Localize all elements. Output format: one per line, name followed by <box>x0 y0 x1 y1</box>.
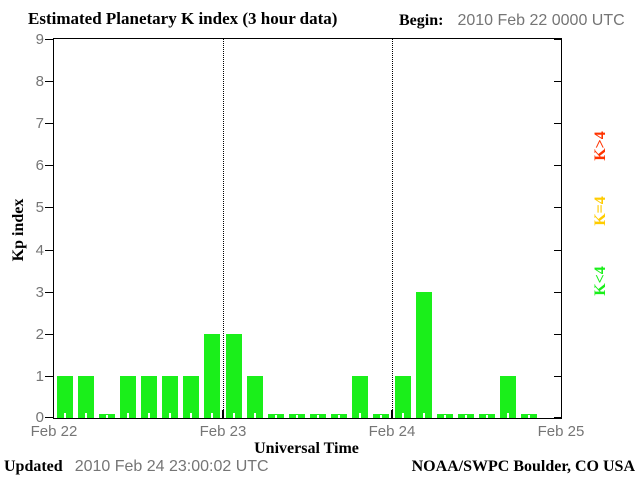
y-tick-left <box>45 165 53 166</box>
y-tick-left <box>45 123 53 124</box>
legend-k-eq-4: K=4 <box>592 196 609 226</box>
bar-center-tick <box>211 413 213 418</box>
bar-center-tick <box>64 413 66 418</box>
kp-bar <box>352 376 368 418</box>
kp-bar <box>437 414 453 418</box>
bar-center-tick <box>169 413 171 418</box>
bar-center-tick <box>148 413 150 418</box>
y-tick-left <box>45 81 53 82</box>
bar-center-tick <box>127 413 129 418</box>
kp-bar <box>99 414 115 418</box>
bar-center-tick <box>317 415 319 418</box>
kp-bar <box>289 414 305 418</box>
kp-bar <box>373 414 389 418</box>
y-tick-right <box>554 123 561 124</box>
bar-center-tick <box>423 413 425 418</box>
updated-value: 2010 Feb 24 23:00:02 UTC <box>74 458 269 475</box>
kp-bar <box>204 334 220 418</box>
kp-bar <box>78 376 94 418</box>
kp-bar <box>226 334 242 418</box>
bar-center-tick <box>507 413 509 418</box>
y-axis-title: Kp index <box>10 198 27 262</box>
y-tick-left <box>45 207 53 208</box>
bar-center-tick <box>338 415 340 418</box>
y-tick-label: 1 <box>35 368 44 385</box>
kp-bar <box>395 376 411 418</box>
legend-k-gt-4: K>4 <box>592 131 609 161</box>
bar-center-tick <box>359 413 361 418</box>
bar-center-tick <box>106 415 108 418</box>
kp-bar <box>247 376 263 418</box>
kp-bar <box>521 414 537 418</box>
y-tick-label: 2 <box>35 326 44 343</box>
y-tick-right <box>554 376 561 377</box>
y-tick-label: 3 <box>35 284 44 301</box>
kp-bar <box>479 414 495 418</box>
kp-bar <box>331 414 347 418</box>
y-tick-right <box>554 39 561 40</box>
bar-center-tick <box>275 415 277 418</box>
kp-bar <box>141 376 157 418</box>
bar-center-tick <box>254 413 256 418</box>
kp-bar <box>183 376 199 418</box>
bar-center-tick <box>465 415 467 418</box>
y-tick-right <box>554 250 561 251</box>
bar-center-tick <box>402 413 404 418</box>
updated-label: Updated <box>4 458 63 475</box>
kp-bar <box>268 414 284 418</box>
kp-bar <box>500 376 516 418</box>
day-gridline <box>223 39 224 418</box>
y-tick-label: 0 <box>35 409 44 426</box>
kp-bar <box>162 376 178 418</box>
y-tick-left <box>45 250 53 251</box>
y-tick-left <box>45 292 53 293</box>
x-day-label: Feb 23 <box>199 423 247 440</box>
bar-center-tick <box>380 415 382 418</box>
bar-center-tick <box>233 413 235 418</box>
begin-label: Begin: <box>399 12 444 29</box>
begin-line: Begin: 2010 Feb 22 0000 UTC <box>399 12 625 30</box>
y-tick-right <box>554 417 561 418</box>
y-tick-left <box>45 376 53 377</box>
legend-k-lt-4: K<4 <box>592 266 609 296</box>
x-axis-title: Universal Time <box>254 440 359 457</box>
y-tick-left <box>45 39 53 40</box>
chart-title: Estimated Planetary K index (3 hour data… <box>28 9 338 28</box>
y-tick-right <box>554 165 561 166</box>
y-tick-left <box>45 334 53 335</box>
x-day-label: Feb 24 <box>368 423 416 440</box>
bar-center-tick <box>296 415 298 418</box>
bar-center-tick <box>85 413 87 418</box>
kp-bar <box>310 414 326 418</box>
x-day-label: Feb 22 <box>30 423 78 440</box>
day-gridline <box>392 39 393 418</box>
kp-bar <box>57 376 73 418</box>
day-boundary-tick <box>391 410 393 418</box>
y-tick-right <box>554 292 561 293</box>
footer-updated: Updated 2010 Feb 24 23:00:02 UTC <box>4 458 269 476</box>
y-tick-right <box>554 334 561 335</box>
x-day-label: Feb 25 <box>537 423 585 440</box>
bar-center-tick <box>486 415 488 418</box>
plot-area: 0 1 2 3 4 5 6 7 8 9 Feb 22 Feb 23 Feb 24 Feb 25 <box>31 32 585 439</box>
y-tick-label: 6 <box>35 157 44 174</box>
bar-center-tick <box>444 415 446 418</box>
kp-bar <box>416 292 432 418</box>
y-tick-label: 8 <box>35 73 44 90</box>
y-tick-right <box>554 81 561 82</box>
bar-center-tick <box>190 413 192 418</box>
kp-bar <box>458 414 474 418</box>
y-tick-label: 5 <box>35 199 44 216</box>
bar-center-tick <box>528 415 530 418</box>
footer-credit: NOAA/SWPC Boulder, CO USA <box>411 458 635 475</box>
y-tick-label: 7 <box>35 115 44 132</box>
kp-bar <box>120 376 136 418</box>
begin-value: 2010 Feb 22 0000 UTC <box>457 12 625 29</box>
y-tick-left <box>45 417 53 418</box>
y-tick-label: 9 <box>35 31 44 48</box>
y-tick-label: 4 <box>35 242 44 259</box>
y-tick-right <box>554 207 561 208</box>
day-boundary-tick <box>222 410 224 418</box>
